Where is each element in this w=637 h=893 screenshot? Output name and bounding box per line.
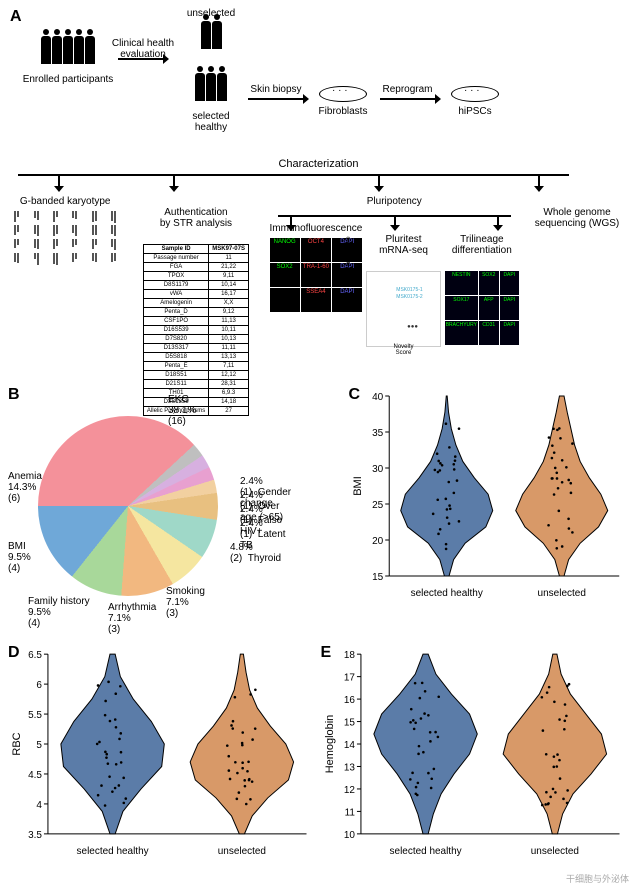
fibroblasts-label: Fibroblasts (308, 106, 378, 117)
pluritest-title: Pluritest mRNA-seq (366, 234, 440, 256)
svg-text:17: 17 (343, 673, 355, 684)
figure: A Enrolled participants Clinical health … (0, 0, 637, 877)
panel-e-label: E (321, 644, 332, 662)
unselected-node: unselected (176, 8, 246, 49)
row-de: D 3.5 4 4.5 5 5.5 6 6.5 RBC selected healthy unse… (8, 644, 629, 869)
svg-text:14: 14 (343, 740, 355, 751)
panel-c-label: C (349, 386, 361, 404)
svg-text:30: 30 (372, 464, 384, 475)
eval-label: Clinical health evaluation (108, 38, 178, 60)
trilineage-title: Trilineage differentiation (445, 234, 519, 256)
svg-text:selected healthy: selected healthy (77, 846, 149, 857)
hipscs-node: hiPSCs (440, 86, 510, 117)
svg-text:15: 15 (343, 718, 355, 729)
pie-chart: EKG38.1%(16)2.4% (1) Gender change2.4% (… (8, 386, 288, 636)
svg-text:selected healthy: selected healthy (389, 846, 461, 857)
svg-text:6: 6 (36, 680, 42, 691)
arrow-biopsy (248, 98, 303, 100)
karyotype-grid (8, 211, 122, 265)
str-title: Authentication by STR analysis (128, 207, 263, 229)
panel-b: B EKG38.1%(16)2.4% (1) Gender change2.4%… (8, 386, 345, 636)
enrolled-node: Enrolled participants (18, 36, 118, 85)
wgs-title: Whole genome sequencing (WGS) (525, 207, 629, 229)
workflow: Enrolled participants Clinical health ev… (8, 8, 629, 158)
karyotype-title: G-banded karyotype (8, 196, 122, 207)
hipscs-label: hiPSCs (440, 106, 510, 117)
people-icon (176, 73, 246, 101)
panel-c: C 15 20 25 30 35 40 BMI selected healthy unselec… (349, 386, 629, 636)
pluripotency-title: Pluripotency (270, 196, 520, 207)
svg-text:Hemoglobin: Hemoglobin (323, 715, 335, 774)
panel-d-label: D (8, 644, 20, 662)
svg-text:40: 40 (372, 392, 384, 403)
panel-a: A Enrolled participants Clinical health … (8, 8, 629, 378)
dish-icon (319, 86, 367, 102)
row-bc: B EKG38.1%(16)2.4% (1) Gender change2.4%… (8, 386, 629, 636)
svg-text:13: 13 (343, 762, 355, 773)
svg-text:10: 10 (343, 830, 355, 841)
svg-text:16: 16 (343, 695, 355, 706)
svg-text:4.5: 4.5 (28, 770, 42, 781)
svg-text:11: 11 (344, 807, 355, 818)
svg-text:20: 20 (372, 536, 384, 547)
violin-c: 15 20 25 30 35 40 BMI selected healthy unselecte… (349, 386, 629, 606)
svg-text:unselected: unselected (530, 846, 578, 857)
biopsy-label: Skin biopsy (246, 84, 306, 95)
panel-e: E 10 11 12 13 14 15 16 17 18 Hemoglobin selected h… (321, 644, 630, 869)
unselected-label: unselected (176, 8, 246, 19)
if-title: Immunofluorescence (270, 223, 363, 234)
fibroblasts-node: Fibroblasts (308, 86, 378, 117)
svg-text:5: 5 (36, 740, 42, 751)
panel-d: D 3.5 4 4.5 5 5.5 6 6.5 RBC selected healthy unse… (8, 644, 317, 869)
arrow-reprogram (380, 98, 435, 100)
characterization-bar: Characterization (8, 162, 629, 190)
violin-e: 10 11 12 13 14 15 16 17 18 Hemoglobin selected hea… (321, 644, 630, 864)
svg-text:35: 35 (372, 428, 384, 439)
svg-text:4: 4 (36, 800, 42, 811)
svg-text:unselected: unselected (537, 588, 585, 599)
svg-text:12: 12 (343, 785, 355, 796)
trilineage-grid: NESTINSOX2DAPISOX17AFPDAPIBRACHYURYCD31D… (445, 271, 519, 345)
svg-text:unselected: unselected (218, 846, 266, 857)
people-icon (176, 21, 246, 49)
watermark: 干细胞与外泌体 (566, 872, 629, 885)
svg-text:25: 25 (372, 500, 384, 511)
svg-text:18: 18 (343, 650, 355, 661)
selected-node: selected healthy (176, 73, 246, 133)
svg-text:5.5: 5.5 (28, 710, 42, 721)
selected-label: selected healthy (176, 111, 246, 133)
enrolled-label: Enrolled participants (18, 74, 118, 85)
violin-d: 3.5 4 4.5 5 5.5 6 6.5 RBC selected healthy unsele… (8, 644, 317, 864)
svg-text:6.5: 6.5 (28, 650, 42, 661)
characterization-label: Characterization (272, 158, 364, 170)
svg-text:15: 15 (372, 572, 384, 583)
svg-text:selected healthy: selected healthy (410, 588, 482, 599)
svg-text:3.5: 3.5 (28, 830, 42, 841)
reprogram-label: Reprogram (380, 84, 435, 95)
svg-text:RBC: RBC (11, 732, 23, 755)
svg-text:BMI: BMI (352, 476, 364, 496)
dish-icon (451, 86, 499, 102)
pluritest-chart: Pluripotency Score Novelty Score MSK0175… (366, 271, 440, 347)
people-icon (18, 36, 118, 64)
